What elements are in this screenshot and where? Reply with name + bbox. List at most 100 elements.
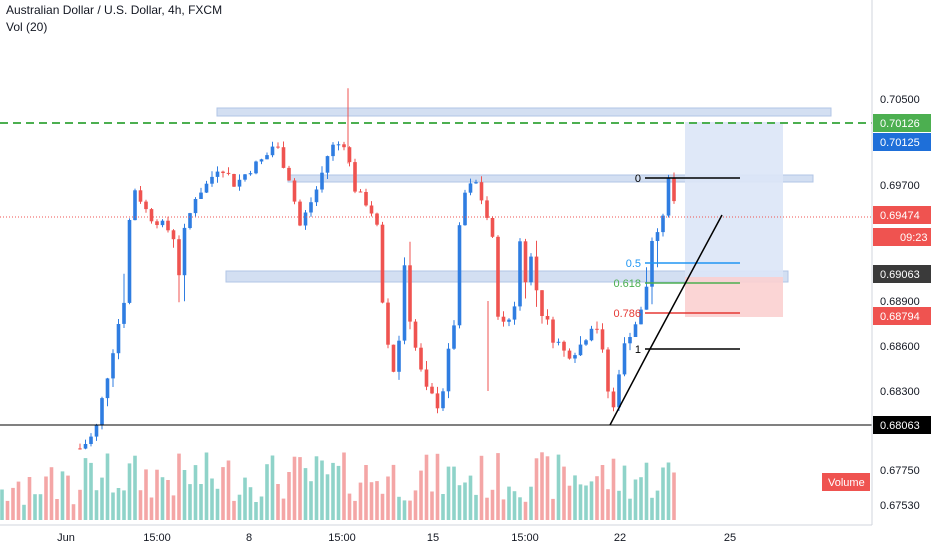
- volume-bar: [639, 477, 643, 520]
- candle-body: [364, 192, 368, 206]
- volume-bar: [149, 497, 154, 520]
- volume-bar: [672, 472, 676, 520]
- volume-bar: [27, 477, 32, 520]
- volume-bar: [430, 491, 434, 520]
- volume-bar: [320, 460, 324, 520]
- candle-body: [149, 209, 154, 222]
- volume-bar: [578, 484, 583, 520]
- candle-body: [419, 347, 423, 370]
- candle-body: [265, 155, 269, 160]
- volume-bar: [644, 462, 649, 520]
- candle-body: [232, 174, 236, 187]
- volume-bar: [622, 465, 627, 520]
- volume-bar: [485, 497, 489, 520]
- candle-body: [380, 224, 385, 303]
- long-position-target-area[interactable]: [685, 122, 783, 277]
- fib-level-label: 0.5: [626, 258, 641, 270]
- candle-body: [243, 174, 247, 180]
- support-zone[interactable]: [225, 270, 789, 283]
- candle-body: [655, 232, 660, 241]
- volume-bar: [523, 501, 528, 520]
- price-tag: [873, 133, 931, 151]
- volume-bar: [232, 500, 236, 520]
- volume-bar: [584, 485, 588, 520]
- candle-body: [672, 177, 676, 202]
- volume-bar: [435, 453, 440, 520]
- candle-body: [105, 378, 110, 399]
- candle-body: [127, 220, 132, 303]
- price-tag-label: 0.70125: [880, 137, 920, 149]
- candle-body: [463, 192, 467, 226]
- trend-line[interactable]: [609, 348, 651, 426]
- volume-bar: [177, 453, 181, 520]
- volume-bar: [567, 485, 572, 520]
- volume-bar: [479, 455, 484, 520]
- candle-body: [171, 230, 176, 240]
- candle-body: [391, 344, 396, 372]
- candle-body: [430, 386, 434, 394]
- volume-bar: [204, 452, 209, 520]
- candle-body: [375, 213, 379, 225]
- candle-body: [545, 316, 550, 320]
- candle-body: [336, 144, 341, 146]
- candle-body: [155, 221, 159, 225]
- price-tag-label: 0.70126: [880, 118, 920, 130]
- candle-body: [188, 213, 192, 228]
- volume-bar: [55, 499, 59, 520]
- volume-bar: [44, 476, 48, 520]
- candle-body: [210, 176, 214, 184]
- volume-bar: [468, 475, 473, 520]
- volume-bar: [545, 456, 550, 520]
- volume-bar: [116, 488, 121, 520]
- candle-body: [474, 182, 478, 184]
- price-tag-label: 09:23: [900, 232, 928, 244]
- price-axis-tick: 0.67530: [880, 500, 920, 512]
- candle-body: [600, 329, 605, 350]
- candle-body: [292, 180, 297, 202]
- volume-bar: [551, 498, 555, 520]
- volume-bar: [507, 486, 511, 520]
- volume-bar: [265, 464, 269, 520]
- volume-bar: [391, 464, 396, 520]
- candle-body: [479, 182, 484, 201]
- volume-bar: [166, 480, 170, 520]
- volume-bar: [650, 497, 654, 520]
- volume-bar: [314, 456, 319, 520]
- candle-body: [661, 215, 665, 233]
- volume-bar: [369, 482, 374, 520]
- volume-indicator-label[interactable]: Vol (20): [6, 20, 48, 34]
- price-tag: [873, 307, 931, 325]
- resistance-zone-top[interactable]: [216, 107, 832, 117]
- volume-bar: [424, 454, 429, 520]
- volume-bar: [248, 487, 253, 520]
- volume-bar: [111, 492, 115, 520]
- volume-bar: [529, 486, 533, 520]
- trend-line[interactable]: [649, 214, 723, 350]
- candle-body: [529, 256, 533, 283]
- volume-bar: [562, 466, 566, 520]
- volume-bar: [325, 474, 330, 520]
- candle-body: [221, 171, 225, 173]
- candle-body: [540, 290, 544, 316]
- time-axis-tick: 15:00: [511, 532, 539, 544]
- candle-body: [606, 349, 610, 392]
- volume-bar: [254, 502, 258, 520]
- volume-bar: [633, 479, 638, 520]
- candles: [78, 88, 676, 450]
- candle-body: [386, 302, 390, 345]
- candle-body: [116, 324, 121, 354]
- candle-body: [413, 321, 418, 348]
- volume-bar: [127, 463, 132, 520]
- candle-body: [518, 241, 522, 307]
- candle-body: [309, 202, 313, 213]
- volume-tag-label: Volume: [828, 477, 865, 489]
- candle-body: [507, 319, 511, 322]
- volume-bar: [364, 465, 368, 520]
- volume-bar: [666, 462, 671, 520]
- candle-body: [644, 286, 649, 310]
- candle-body: [122, 302, 126, 324]
- volume-bar: [358, 482, 363, 520]
- candle-body: [287, 167, 291, 181]
- volume-bar: [210, 478, 214, 520]
